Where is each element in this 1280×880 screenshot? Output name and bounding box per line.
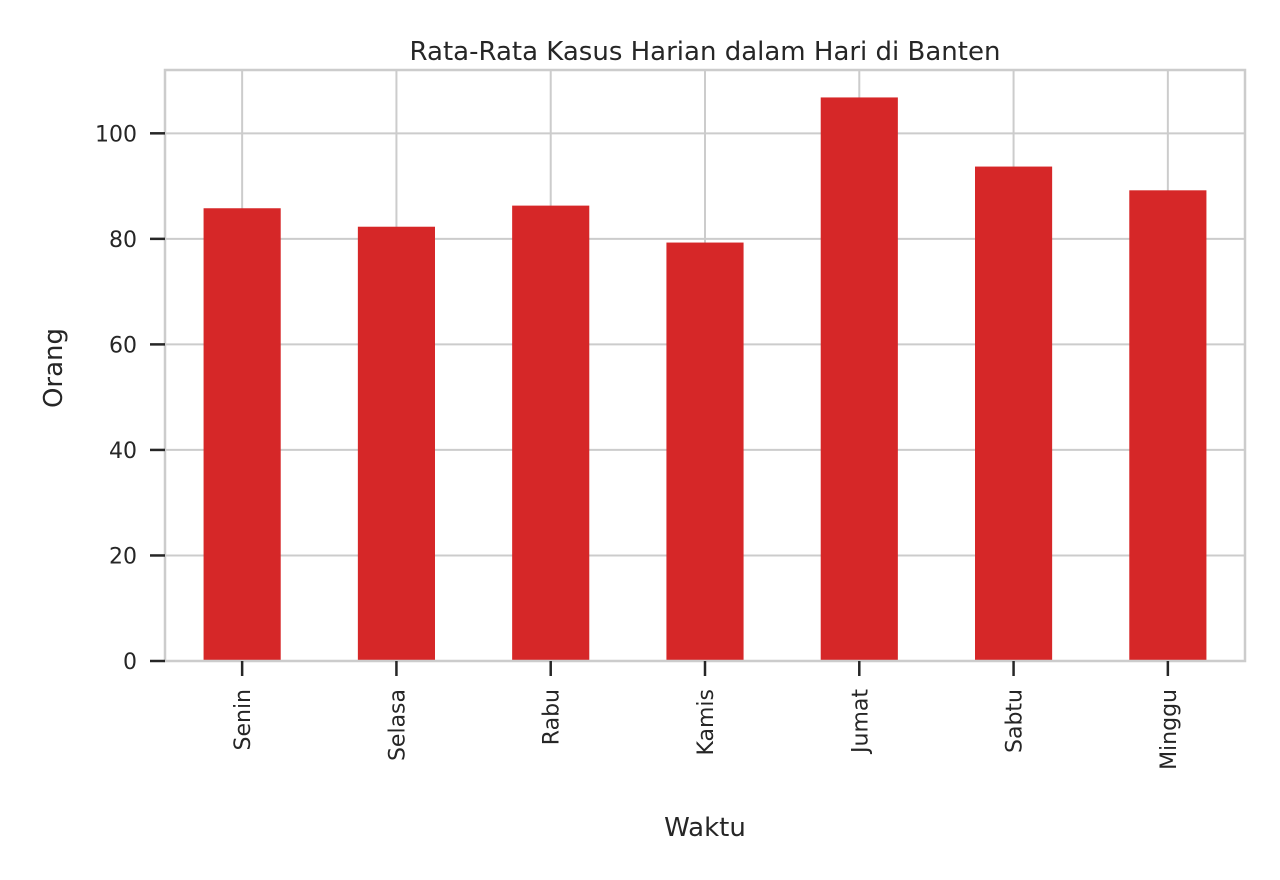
x-axis: Senin Selasa Rabu Kamis Jumat Sabtu Minggu — [231, 661, 1182, 770]
y-axis-label: Orang — [39, 328, 69, 408]
y-tick-label: 20 — [109, 544, 137, 569]
y-tick-label: 60 — [109, 333, 137, 358]
bar-senin — [203, 208, 281, 662]
y-tick-label: 100 — [95, 122, 137, 147]
x-tick-label: Senin — [231, 689, 256, 751]
bar-kamis — [666, 242, 744, 661]
y-tick-label: 80 — [109, 228, 137, 253]
x-tick-label: Rabu — [540, 689, 565, 745]
bars — [203, 97, 1207, 662]
x-tick-label: Minggu — [1157, 689, 1182, 770]
bar-rabu — [512, 205, 590, 661]
x-tick-label: Kamis — [694, 689, 719, 756]
bar-minggu — [1129, 190, 1207, 661]
chart-title: Rata-Rata Kasus Harian dalam Hari di Ban… — [410, 37, 1001, 67]
x-tick-label: Sabtu — [1003, 689, 1028, 753]
x-tick-label: Selasa — [385, 689, 410, 761]
y-tick-label: 40 — [109, 439, 137, 464]
bar-selasa — [357, 226, 435, 662]
bar-sabtu — [975, 166, 1053, 661]
x-axis-label: Waktu — [664, 813, 746, 843]
bar-jumat — [820, 97, 898, 662]
y-tick-label: 0 — [123, 650, 137, 675]
y-axis: 0 20 40 60 80 100 — [95, 122, 165, 675]
x-tick-label: Jumat — [848, 689, 873, 755]
